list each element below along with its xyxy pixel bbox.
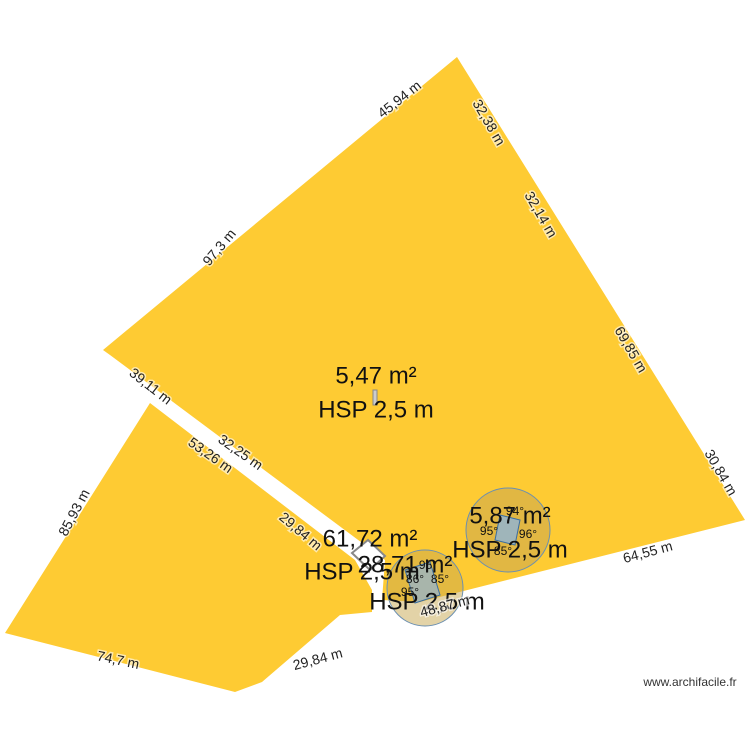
angle: 94°: [506, 504, 524, 518]
lower-plot: [5, 403, 372, 692]
angle: 95°: [419, 558, 437, 572]
room-area: 5,87 m²: [469, 502, 550, 529]
small-element: [372, 389, 378, 406]
window: [404, 561, 441, 604]
angle: 86°: [406, 572, 424, 586]
room-area: 5,47 m²: [335, 362, 416, 389]
angle: 95°: [401, 585, 419, 599]
window: [494, 514, 521, 546]
small-room: [350, 538, 387, 572]
room-height: HSP 2,5 m: [369, 588, 485, 615]
angle: 85°: [494, 544, 512, 558]
angle: 85°: [431, 572, 449, 586]
room-area: 61,72 m²: [323, 525, 418, 552]
watermark: www.archifacile.fr: [642, 675, 736, 689]
room-height: HSP 2,5 m: [318, 396, 434, 423]
room-area: 28,71 m²: [358, 551, 453, 578]
room-height: HSP 2,5 m: [304, 558, 420, 585]
angle: 96°: [519, 527, 537, 541]
upper-plot: [103, 57, 745, 602]
room-height: HSP 2,5 m: [452, 536, 568, 563]
angle: 95°: [480, 524, 498, 538]
